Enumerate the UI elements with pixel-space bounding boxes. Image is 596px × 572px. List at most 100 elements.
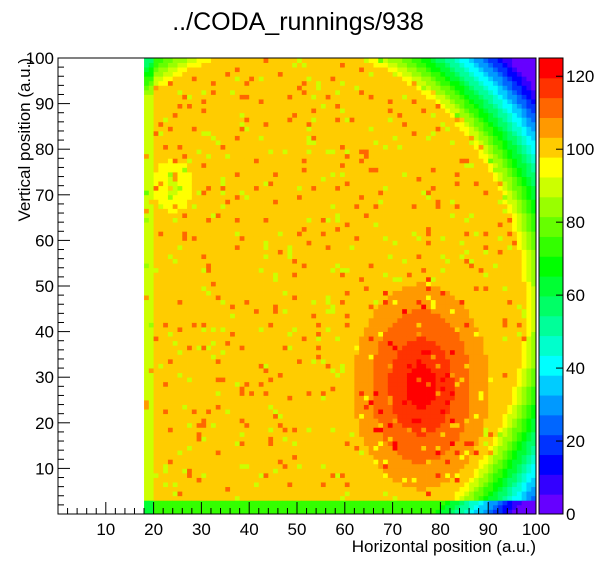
heatmap-cell [148, 226, 154, 232]
heatmap-cell [311, 267, 317, 273]
heatmap-cell [282, 304, 288, 310]
heatmap-cell [258, 126, 264, 132]
heatmap-cell [210, 495, 217, 501]
heatmap-cell [206, 267, 212, 273]
heatmap-cell [273, 290, 279, 296]
heatmap-cell [249, 117, 255, 123]
heatmap-cell [163, 203, 169, 209]
heatmap-cell [363, 290, 370, 296]
heatmap-cell [172, 331, 178, 337]
heatmap-cell [158, 281, 164, 287]
heatmap-cell [325, 422, 331, 428]
heatmap-cell [373, 89, 379, 95]
heatmap-cell [311, 71, 317, 77]
heatmap-cell [311, 504, 317, 510]
heatmap-cell [325, 358, 331, 364]
heatmap-cell [325, 99, 331, 104]
heatmap-cell [225, 263, 231, 269]
heatmap-cell [340, 509, 346, 515]
heatmap-cell [215, 226, 221, 232]
heatmap-cell [234, 286, 241, 291]
heatmap-cell [177, 372, 183, 378]
heatmap-cell [277, 140, 284, 146]
heatmap-cell [292, 491, 298, 497]
heatmap-cell [363, 162, 370, 168]
heatmap-cell [373, 340, 379, 346]
heatmap-cell [206, 117, 212, 123]
heatmap-cell [359, 477, 365, 483]
heatmap-cell [320, 358, 327, 364]
heatmap-cell [354, 358, 360, 364]
heatmap-cell [292, 213, 298, 218]
heatmap-cell [258, 331, 264, 337]
heatmap-cell [177, 304, 183, 310]
heatmap-cell [234, 249, 241, 255]
heatmap-cell [249, 108, 255, 114]
heatmap-cell [234, 272, 241, 278]
heatmap-cell [253, 217, 260, 223]
heatmap-cell [215, 85, 221, 91]
heatmap-cell [277, 336, 284, 342]
heatmap-cell [158, 482, 164, 488]
heatmap-cell [340, 240, 346, 246]
heatmap-cell [158, 85, 164, 91]
heatmap-cell [158, 258, 164, 264]
heatmap-cell [277, 500, 284, 506]
heatmap-cell [335, 190, 341, 196]
heatmap-cell [311, 495, 317, 501]
heatmap-cell [325, 203, 331, 209]
heatmap-cell [182, 103, 188, 109]
heatmap-cell [196, 144, 202, 150]
heatmap-cell [220, 295, 226, 301]
heatmap-cell [191, 172, 198, 177]
heatmap-cell [368, 304, 374, 310]
heatmap-cell [148, 386, 154, 392]
heatmap-cell [258, 299, 264, 305]
heatmap-cell [177, 185, 183, 191]
heatmap-cell [277, 94, 284, 100]
heatmap-cell [268, 436, 274, 442]
heatmap-cell [363, 299, 370, 305]
heatmap-cell [225, 504, 231, 510]
heatmap-cell [163, 240, 169, 246]
heatmap-cell [163, 477, 169, 483]
heatmap-cell [263, 181, 269, 187]
heatmap-cell [368, 477, 374, 483]
heatmap-cell [373, 400, 379, 405]
heatmap-cell [263, 281, 269, 287]
heatmap-cell [301, 281, 307, 287]
heatmap-cell [148, 58, 154, 63]
heatmap-cell [349, 331, 355, 337]
heatmap-cell [220, 276, 226, 282]
heatmap-cell [253, 231, 260, 237]
heatmap-cell [153, 167, 159, 173]
heatmap-cell [277, 418, 284, 424]
heatmap-cell [330, 354, 336, 360]
heatmap-cell [330, 267, 336, 273]
heatmap-cell [210, 413, 217, 419]
heatmap-cell [177, 358, 183, 364]
heatmap-cell [201, 276, 207, 282]
heatmap-cell [263, 94, 269, 100]
heatmap-cell [253, 295, 260, 301]
heatmap-cell [325, 413, 331, 419]
heatmap-cell [177, 404, 183, 410]
heatmap-cell [316, 140, 322, 146]
heatmap-cell [282, 94, 288, 100]
heatmap-cell [330, 358, 336, 364]
heatmap-cell [277, 477, 284, 483]
heatmap-cell [297, 240, 303, 246]
heatmap-cell [144, 454, 150, 460]
heatmap-cell [177, 172, 183, 177]
heatmap-cell [225, 500, 231, 506]
heatmap-cell [258, 76, 264, 82]
heatmap-cell [177, 409, 183, 415]
heatmap-cell [187, 158, 193, 164]
heatmap-cell [148, 404, 154, 410]
heatmap-cell [320, 336, 327, 342]
heatmap-cell [316, 468, 322, 474]
heatmap-cell [325, 194, 331, 200]
heatmap-cell [210, 404, 217, 410]
heatmap-cell [316, 340, 322, 346]
heatmap-cell [225, 194, 231, 200]
